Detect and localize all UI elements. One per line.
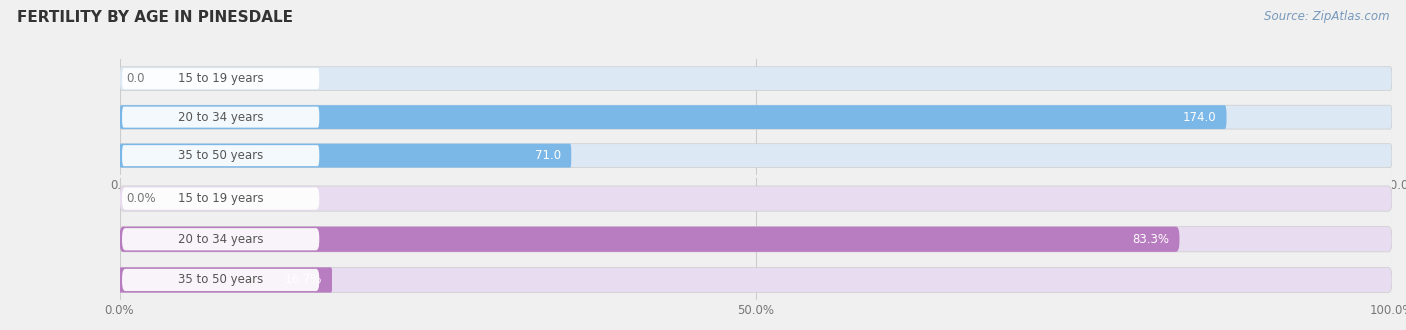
FancyBboxPatch shape xyxy=(120,105,1392,129)
Text: 15 to 19 years: 15 to 19 years xyxy=(177,72,263,85)
Text: 174.0: 174.0 xyxy=(1182,111,1216,124)
FancyBboxPatch shape xyxy=(120,267,1392,293)
FancyBboxPatch shape xyxy=(122,107,319,128)
Text: FERTILITY BY AGE IN PINESDALE: FERTILITY BY AGE IN PINESDALE xyxy=(17,10,292,25)
FancyBboxPatch shape xyxy=(122,145,319,166)
FancyBboxPatch shape xyxy=(122,269,319,291)
FancyBboxPatch shape xyxy=(120,186,1392,211)
FancyBboxPatch shape xyxy=(122,228,319,250)
Text: 20 to 34 years: 20 to 34 years xyxy=(179,233,263,246)
FancyBboxPatch shape xyxy=(122,187,319,210)
Text: 20 to 34 years: 20 to 34 years xyxy=(179,111,263,124)
Text: 35 to 50 years: 35 to 50 years xyxy=(179,149,263,162)
FancyBboxPatch shape xyxy=(120,227,1180,252)
Text: 71.0: 71.0 xyxy=(534,149,561,162)
FancyBboxPatch shape xyxy=(122,68,319,89)
Text: 0.0: 0.0 xyxy=(127,72,145,85)
FancyBboxPatch shape xyxy=(120,227,1392,252)
FancyBboxPatch shape xyxy=(120,144,571,168)
Text: 15 to 19 years: 15 to 19 years xyxy=(177,192,263,205)
FancyBboxPatch shape xyxy=(120,267,332,293)
Text: Source: ZipAtlas.com: Source: ZipAtlas.com xyxy=(1264,10,1389,23)
Text: 83.3%: 83.3% xyxy=(1132,233,1170,246)
Text: 16.7%: 16.7% xyxy=(284,274,322,286)
Text: 35 to 50 years: 35 to 50 years xyxy=(179,274,263,286)
FancyBboxPatch shape xyxy=(120,105,1226,129)
FancyBboxPatch shape xyxy=(120,144,1392,168)
FancyBboxPatch shape xyxy=(120,67,1392,91)
Text: 0.0%: 0.0% xyxy=(127,192,156,205)
